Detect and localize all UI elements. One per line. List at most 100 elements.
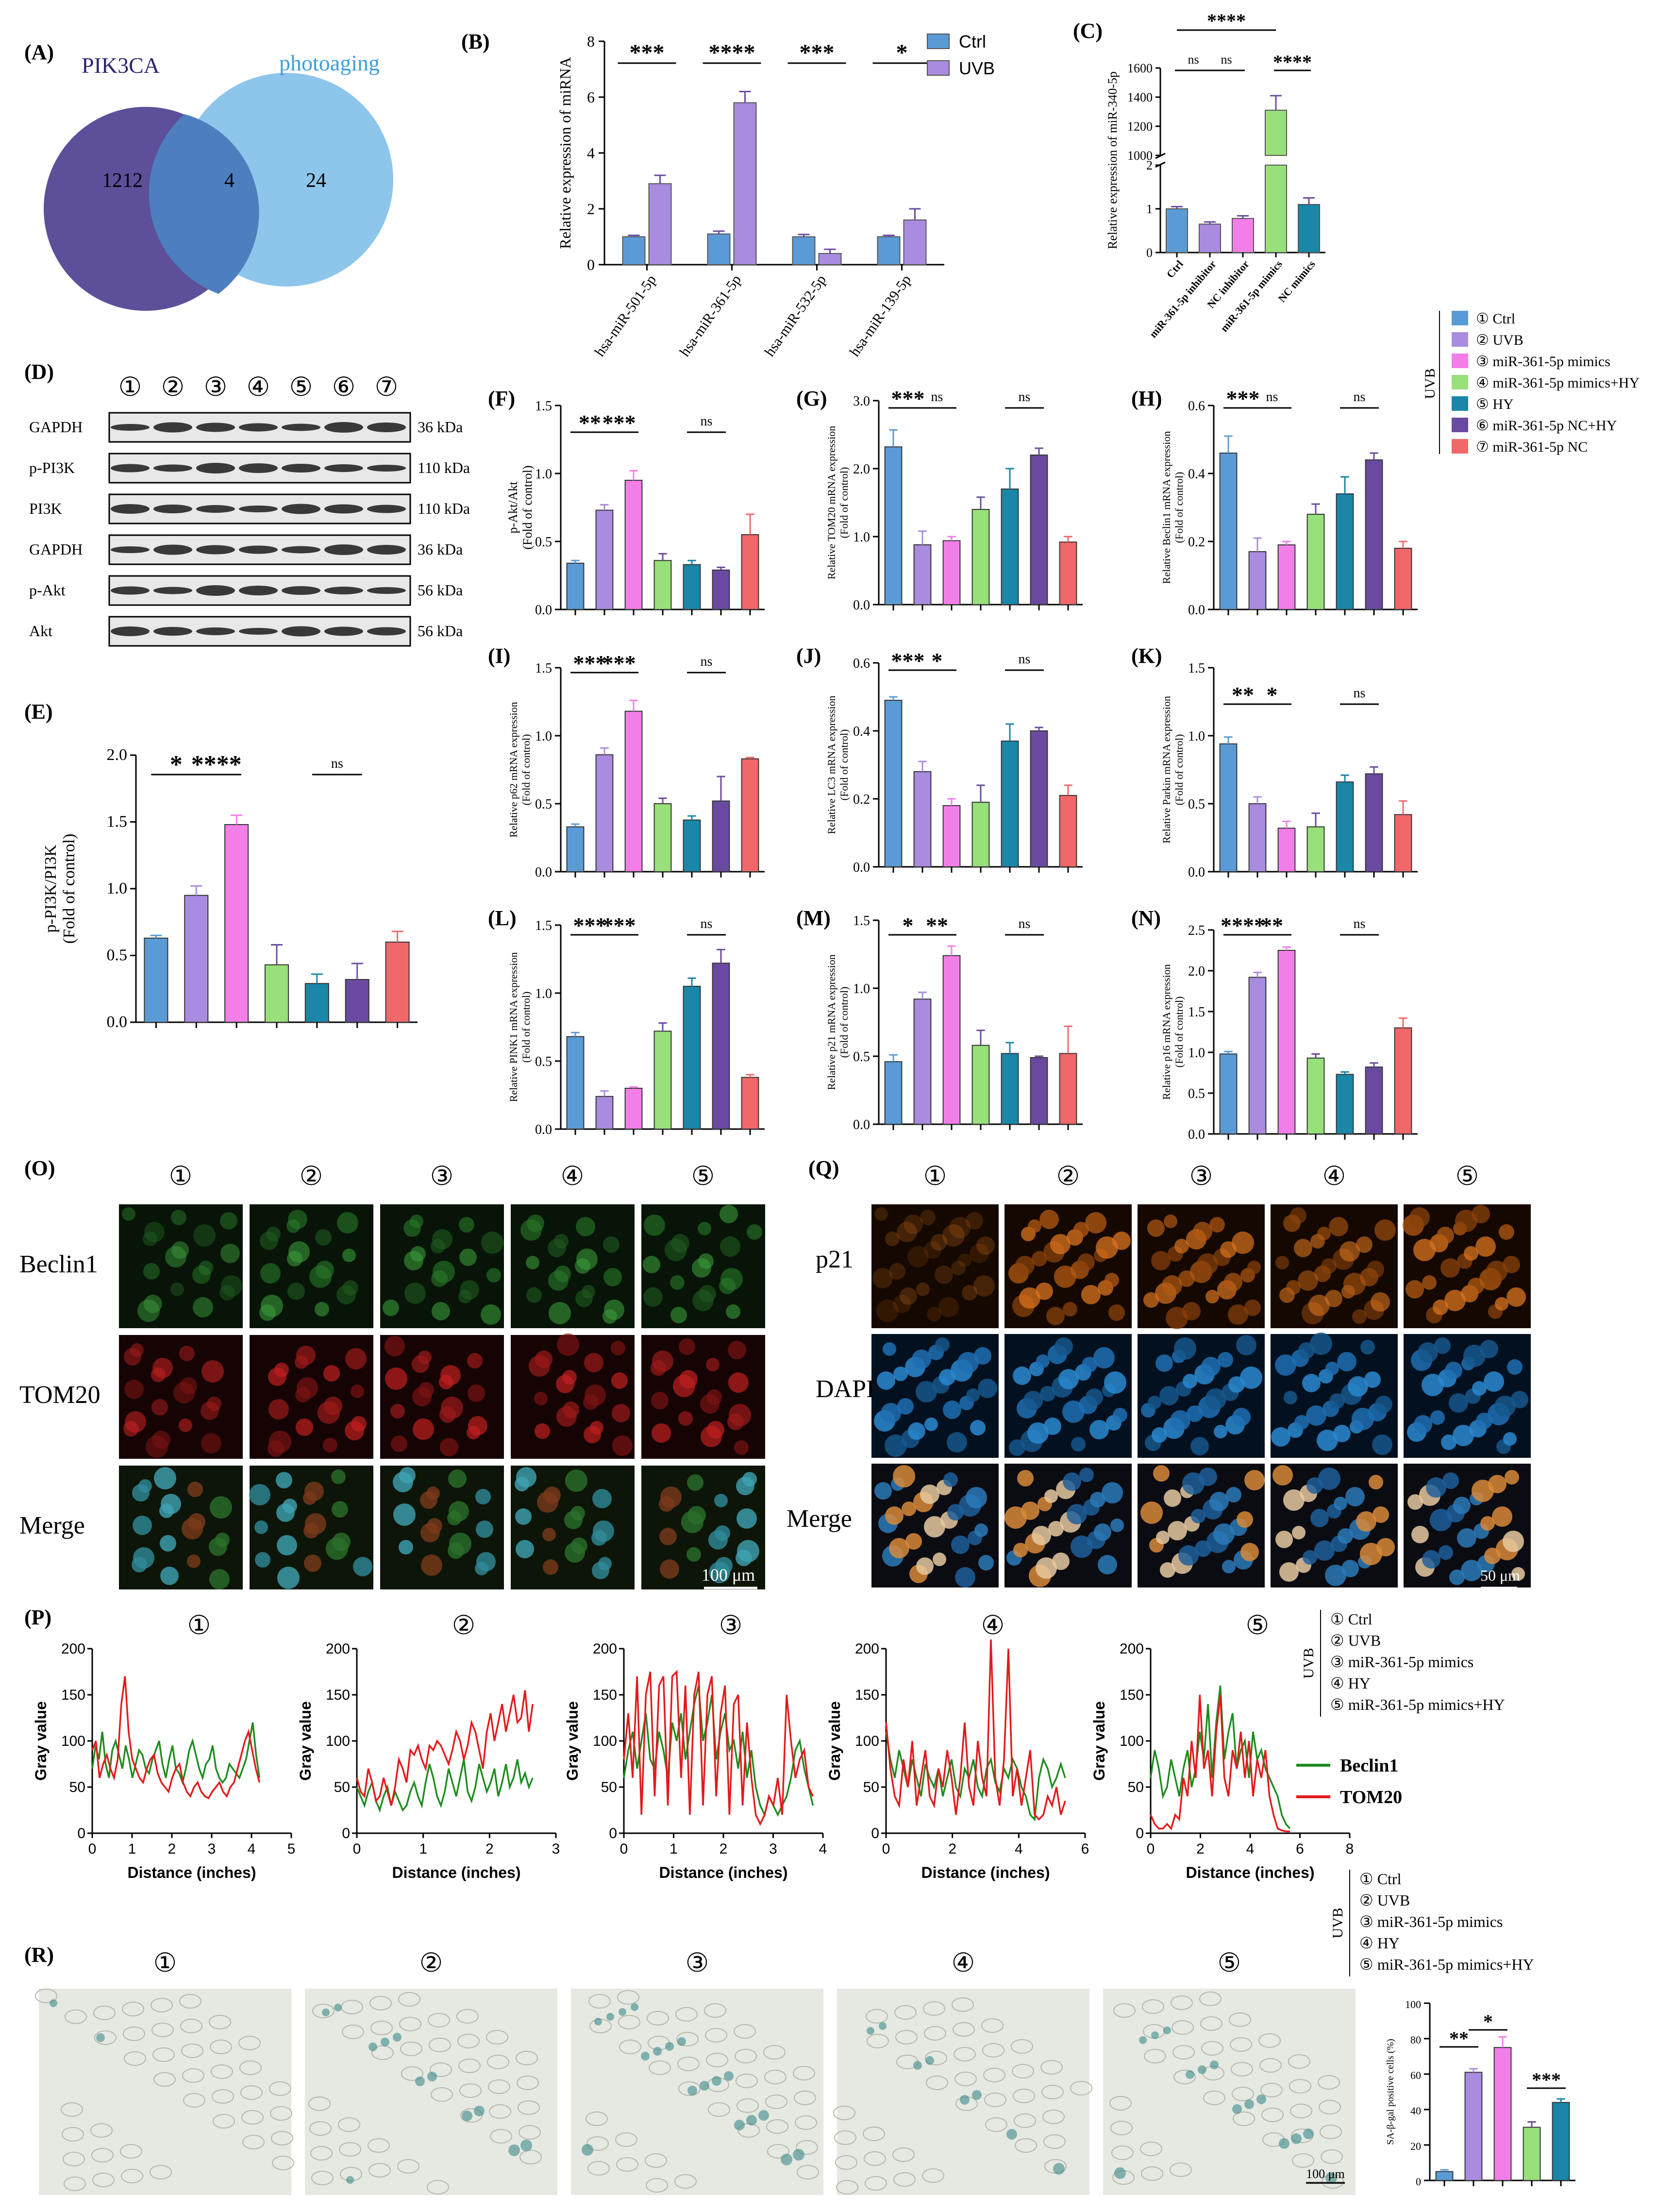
y-tick-label: 6 <box>587 88 595 106</box>
y-tick-label: 0 <box>871 1825 879 1841</box>
y-tick-label: 100 <box>1120 1733 1144 1749</box>
cell <box>1310 1333 1332 1355</box>
sa-bgal-stain <box>653 2047 662 2056</box>
cell <box>835 2155 857 2170</box>
cell <box>351 1385 364 1398</box>
cell <box>1094 1523 1111 1541</box>
bar <box>653 560 672 610</box>
bar <box>1059 795 1077 867</box>
cell <box>644 1215 665 1236</box>
y-tick-label: 50 <box>601 1779 617 1795</box>
cell <box>173 1382 195 1403</box>
panel-title: ③ <box>719 1611 742 1640</box>
cell <box>895 2030 918 2044</box>
bar <box>1394 548 1412 610</box>
cell <box>1260 2083 1283 2097</box>
blot-band <box>153 587 192 594</box>
sig-label: ns <box>1354 916 1366 931</box>
cell <box>310 2146 333 2161</box>
cell <box>617 1990 639 2005</box>
y-tick-label: 0 <box>609 1825 617 1841</box>
group-legend-five-p: ① Ctrl ② UVB ③ miR-361-5p mimics ④ HY ⑤ miR-… <box>1301 1610 1505 1717</box>
y-tick-label: 0 <box>1416 2176 1421 2188</box>
cell <box>345 1348 367 1369</box>
bar <box>683 819 701 872</box>
cell <box>548 1239 566 1257</box>
y-tick-label: 150 <box>61 1687 85 1703</box>
cell <box>734 1440 749 1455</box>
x-tick-label: 5 <box>287 1841 296 1857</box>
cell <box>1444 1290 1466 1311</box>
cell <box>399 2017 421 2031</box>
blot-protein-label: Akt <box>29 622 52 640</box>
legend-label: ⑥ miR-361-5p NC+HY <box>1476 418 1617 434</box>
cell <box>1032 1251 1047 1266</box>
sig-label: *** <box>603 410 636 435</box>
blot-band <box>239 586 278 595</box>
x-tick-label: 6 <box>1296 1841 1304 1857</box>
x-tick-label: 1 <box>670 1841 678 1857</box>
sa-bgal-stain <box>1256 2094 1266 2104</box>
cell <box>1319 2100 1341 2114</box>
cell <box>1197 1253 1218 1275</box>
cell <box>1228 1304 1248 1325</box>
cell <box>766 2119 788 2134</box>
cell <box>966 1212 983 1230</box>
lane-label: ② <box>161 372 184 402</box>
cell <box>486 2030 508 2044</box>
micrograph <box>511 1335 635 1459</box>
x-axis-label: Distance (inches) <box>128 1864 256 1881</box>
cell <box>412 1387 432 1406</box>
cell <box>201 1401 219 1420</box>
series-tom20 <box>623 1670 814 1826</box>
cell <box>905 1533 922 1550</box>
cell <box>1356 1236 1373 1253</box>
cell <box>421 1554 442 1576</box>
cell <box>1050 1234 1071 1254</box>
y-axis-label-line2: (Fold of control) <box>520 992 532 1063</box>
cell <box>1195 1540 1211 1557</box>
cell <box>1043 2134 1066 2149</box>
cell <box>652 1423 671 1443</box>
cell <box>1292 2153 1314 2168</box>
cell <box>1352 1309 1367 1324</box>
cell <box>1325 1565 1346 1586</box>
cell <box>412 1355 429 1373</box>
cell <box>255 1552 270 1568</box>
cell <box>179 1994 201 2009</box>
column-label: ③ <box>430 1162 453 1191</box>
blot-band <box>282 504 320 514</box>
blot-band <box>324 587 363 594</box>
row-label: Merge <box>787 1505 852 1533</box>
cell <box>1013 2089 1035 2103</box>
series-tom20 <box>885 1639 1066 1821</box>
y-tick-label: 0.5 <box>535 1054 552 1069</box>
venn-right-count: 24 <box>306 169 326 192</box>
y-tick-label: 0.2 <box>1188 535 1205 550</box>
cell <box>92 2173 115 2187</box>
scale-bar-label: 100 μm <box>702 1565 755 1585</box>
legend-label: ⑤ miR-361-5p mimics+HY <box>1359 1956 1534 1973</box>
cell <box>557 1334 579 1356</box>
y-tick-label: 0.5 <box>853 1049 870 1064</box>
cell <box>1440 1258 1460 1278</box>
x-tick-label: hsa-miR-139-5p <box>846 272 914 359</box>
legend-uvb-label: UVB <box>1330 1908 1346 1938</box>
cell <box>420 1523 440 1542</box>
cell <box>276 1503 295 1522</box>
cell <box>1042 2110 1065 2124</box>
sa-bgal-stain <box>631 2003 638 2011</box>
cell <box>982 2043 1004 2058</box>
cell <box>393 1503 416 1526</box>
sa-bgal-stain <box>972 2090 982 2100</box>
cell <box>565 1542 585 1563</box>
sa-bgal-stain <box>508 2144 520 2156</box>
blot-band <box>282 464 320 473</box>
bar <box>1030 730 1048 867</box>
bar <box>884 700 903 867</box>
y-axis-label: Relative PINK1 mRNA expression <box>507 952 519 1102</box>
cell <box>337 1212 358 1233</box>
cell <box>1499 1224 1514 1240</box>
legend-label: ④ HY <box>1359 1934 1400 1952</box>
